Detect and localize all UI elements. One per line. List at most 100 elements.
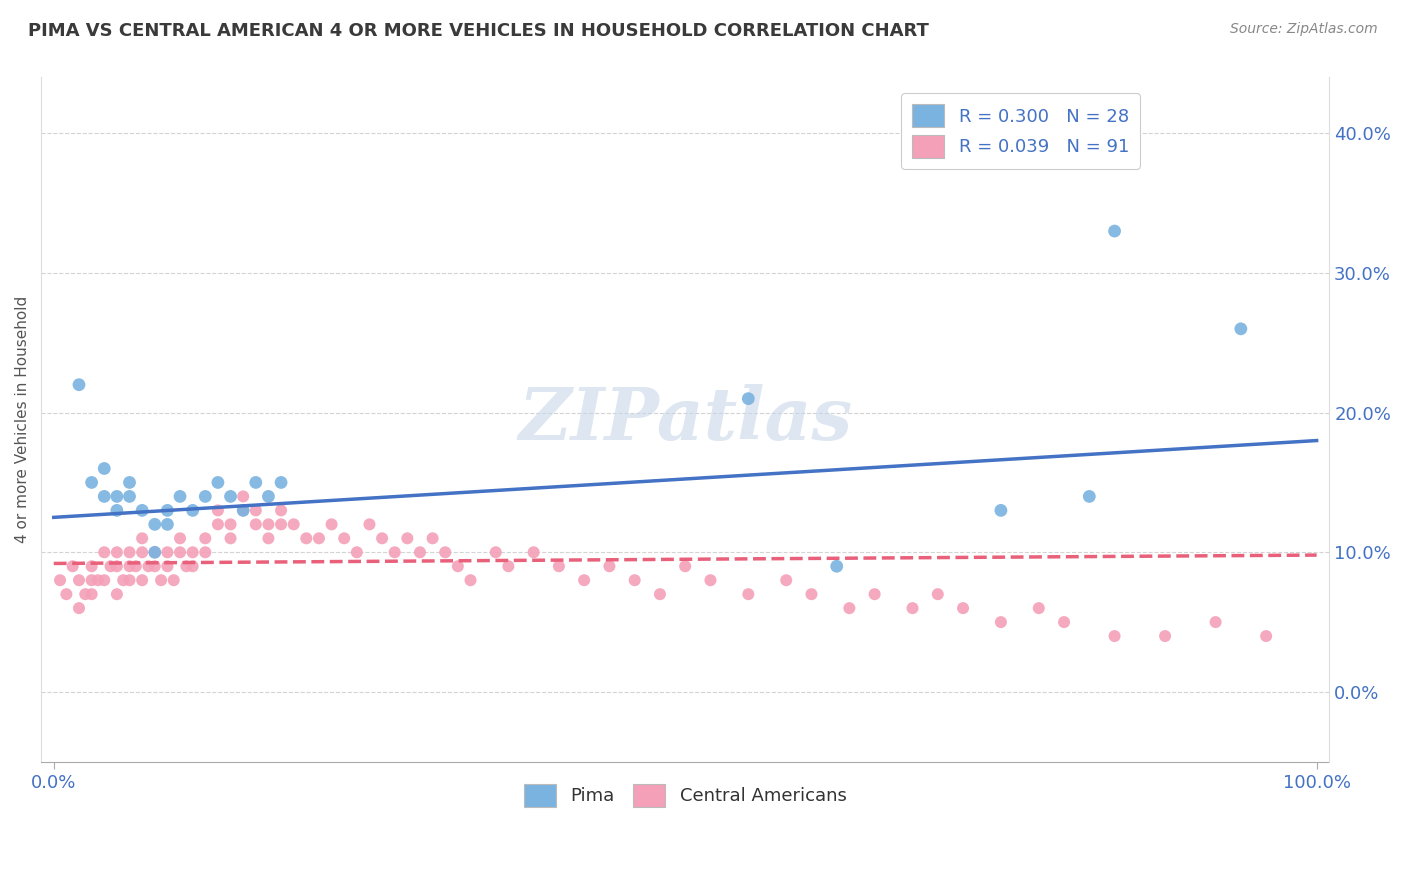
- Point: [333, 531, 356, 545]
- Point: [143, 545, 166, 559]
- Point: [498, 559, 520, 574]
- Point: [93, 573, 115, 587]
- Point: [359, 517, 381, 532]
- Text: PIMA VS CENTRAL AMERICAN 4 OR MORE VEHICLES IN HOUSEHOLD CORRELATION CHART: PIMA VS CENTRAL AMERICAN 4 OR MORE VEHIC…: [28, 22, 929, 40]
- Point: [346, 545, 368, 559]
- Point: [143, 545, 166, 559]
- Point: [901, 601, 924, 615]
- Point: [156, 503, 179, 517]
- Point: [485, 545, 508, 559]
- Point: [1205, 615, 1227, 629]
- Point: [1053, 615, 1076, 629]
- Point: [80, 573, 103, 587]
- Point: [598, 559, 620, 574]
- Point: [699, 573, 721, 587]
- Point: [169, 490, 191, 504]
- Point: [270, 503, 292, 517]
- Point: [219, 490, 242, 504]
- Point: [156, 545, 179, 559]
- Point: [125, 559, 148, 574]
- Point: [800, 587, 823, 601]
- Point: [863, 587, 886, 601]
- Point: [775, 573, 797, 587]
- Point: [169, 531, 191, 545]
- Point: [673, 559, 696, 574]
- Point: [105, 559, 128, 574]
- Point: [523, 545, 546, 559]
- Point: [245, 475, 267, 490]
- Point: [257, 490, 280, 504]
- Point: [270, 475, 292, 490]
- Point: [257, 531, 280, 545]
- Point: [548, 559, 571, 574]
- Point: [927, 587, 949, 601]
- Point: [118, 559, 141, 574]
- Point: [1154, 629, 1177, 643]
- Point: [384, 545, 406, 559]
- Point: [422, 531, 444, 545]
- Point: [270, 517, 292, 532]
- Point: [207, 517, 229, 532]
- Point: [952, 601, 974, 615]
- Point: [648, 587, 671, 601]
- Point: [396, 531, 419, 545]
- Point: [232, 503, 254, 517]
- Point: [100, 559, 122, 574]
- Point: [118, 490, 141, 504]
- Text: Source: ZipAtlas.com: Source: ZipAtlas.com: [1230, 22, 1378, 37]
- Point: [75, 587, 97, 601]
- Point: [1230, 322, 1253, 336]
- Point: [49, 573, 72, 587]
- Point: [572, 573, 595, 587]
- Point: [93, 545, 115, 559]
- Point: [737, 392, 759, 406]
- Point: [1078, 490, 1101, 504]
- Point: [194, 531, 217, 545]
- Point: [460, 573, 482, 587]
- Point: [194, 545, 217, 559]
- Point: [447, 559, 470, 574]
- Point: [118, 573, 141, 587]
- Point: [409, 545, 432, 559]
- Point: [143, 559, 166, 574]
- Legend: Pima, Central Americans: Pima, Central Americans: [516, 777, 853, 814]
- Point: [80, 587, 103, 601]
- Point: [1256, 629, 1278, 643]
- Point: [990, 615, 1012, 629]
- Point: [308, 531, 330, 545]
- Point: [181, 503, 204, 517]
- Point: [169, 545, 191, 559]
- Point: [131, 503, 153, 517]
- Y-axis label: 4 or more Vehicles in Household: 4 or more Vehicles in Household: [15, 296, 30, 543]
- Point: [87, 573, 110, 587]
- Point: [1104, 629, 1126, 643]
- Point: [67, 573, 90, 587]
- Point: [181, 559, 204, 574]
- Point: [105, 587, 128, 601]
- Point: [990, 503, 1012, 517]
- Point: [143, 517, 166, 532]
- Point: [1028, 601, 1050, 615]
- Point: [245, 517, 267, 532]
- Point: [163, 573, 186, 587]
- Point: [118, 475, 141, 490]
- Point: [105, 545, 128, 559]
- Point: [67, 377, 90, 392]
- Point: [295, 531, 318, 545]
- Point: [623, 573, 645, 587]
- Point: [219, 517, 242, 532]
- Point: [194, 490, 217, 504]
- Point: [80, 559, 103, 574]
- Point: [321, 517, 343, 532]
- Point: [207, 503, 229, 517]
- Point: [1104, 224, 1126, 238]
- Point: [118, 545, 141, 559]
- Point: [131, 573, 153, 587]
- Point: [283, 517, 305, 532]
- Point: [105, 490, 128, 504]
- Point: [93, 461, 115, 475]
- Point: [156, 517, 179, 532]
- Point: [232, 503, 254, 517]
- Point: [131, 531, 153, 545]
- Point: [232, 490, 254, 504]
